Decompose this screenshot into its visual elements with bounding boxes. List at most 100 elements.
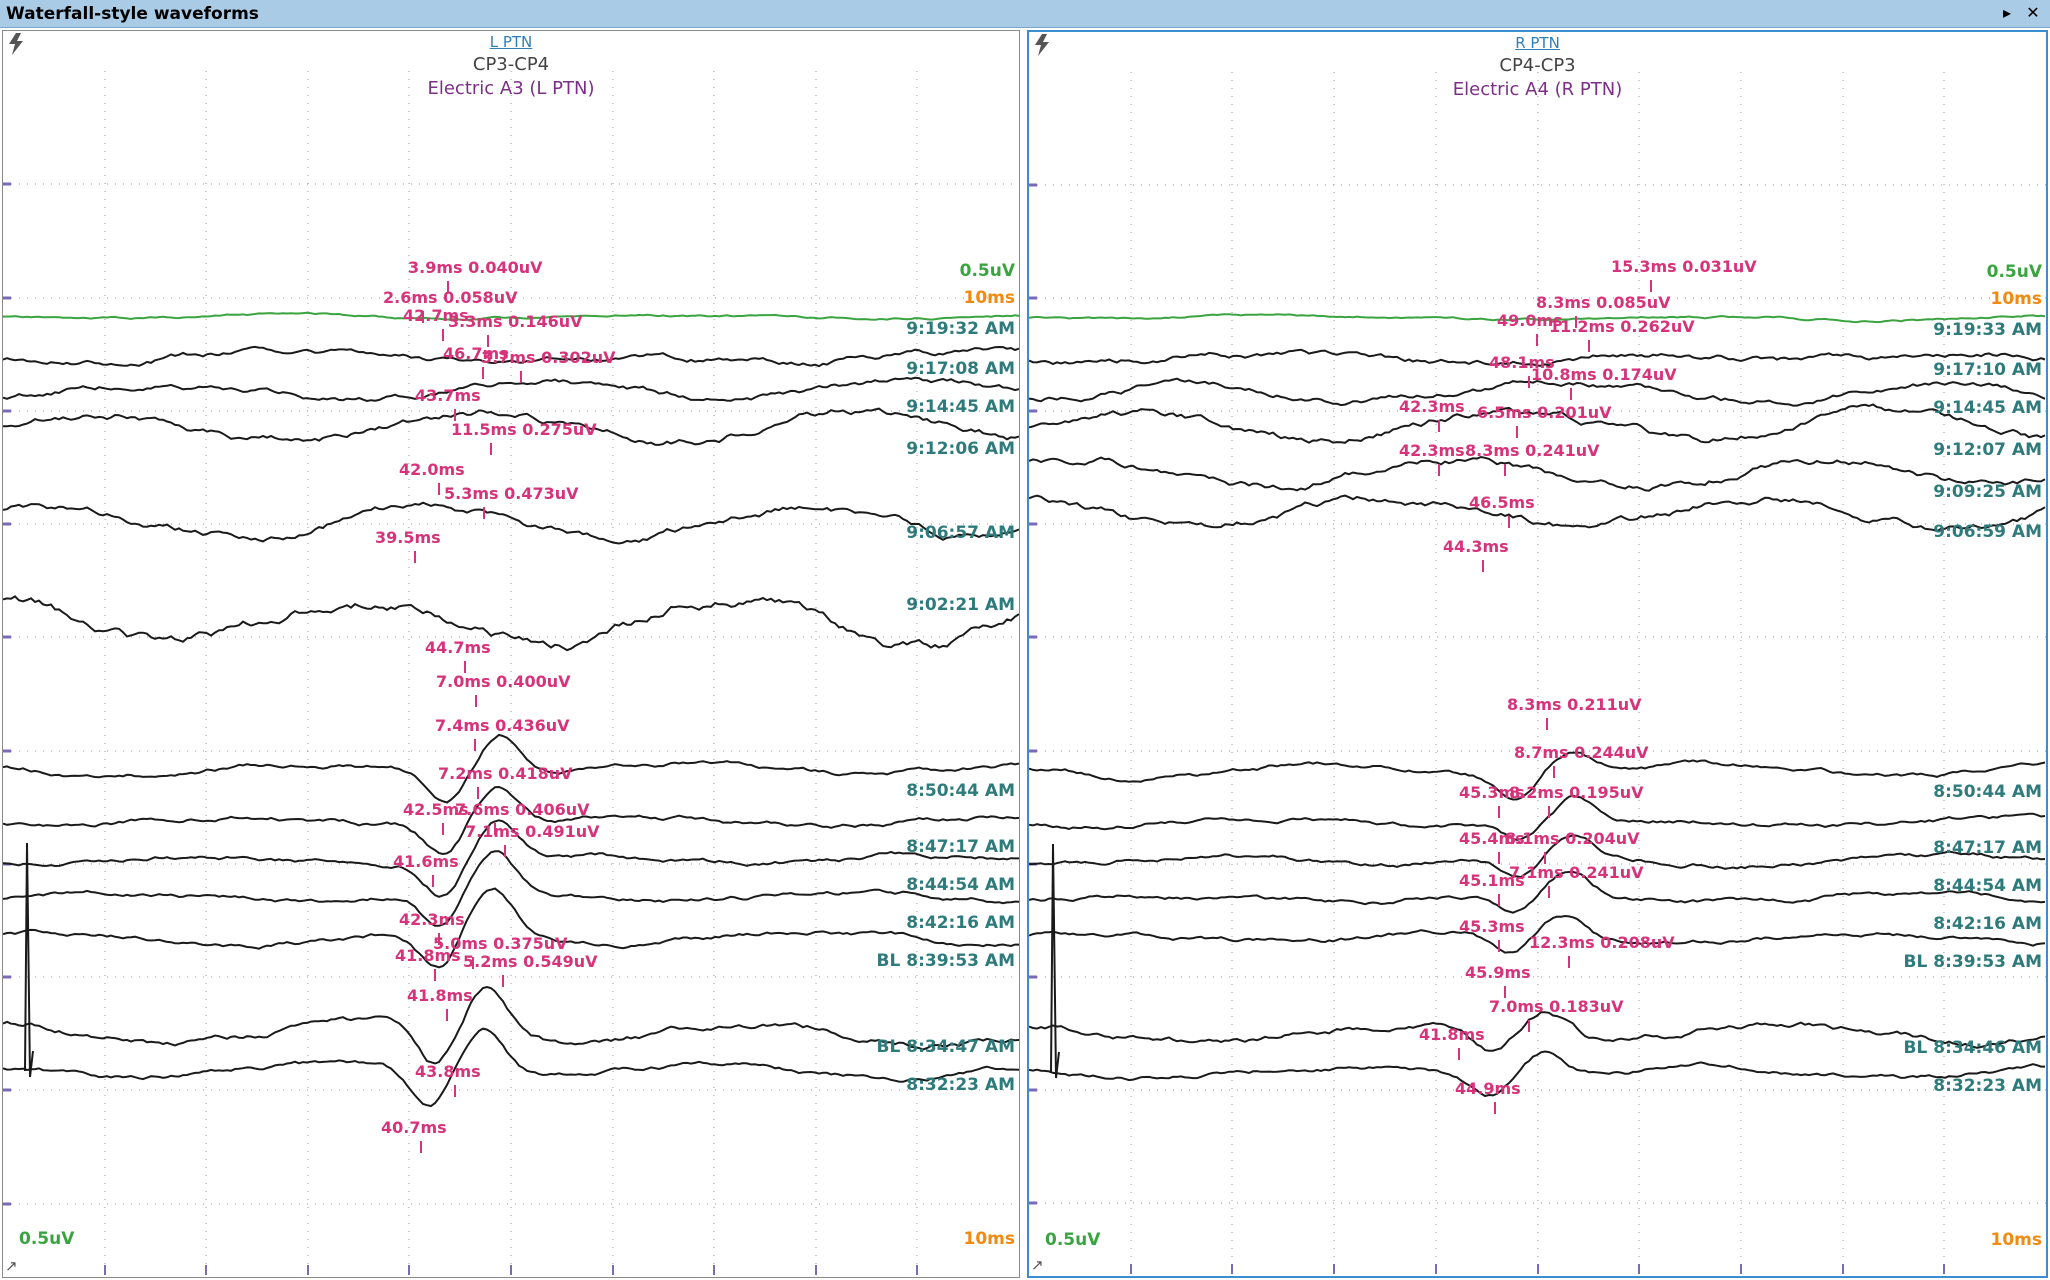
latency-marker[interactable]: 42.5ms <box>403 800 469 819</box>
trace-timestamp[interactable]: 8:42:16 AM <box>906 913 1015 933</box>
latency-marker[interactable]: 44.3ms <box>1443 537 1509 556</box>
trace-timestamp[interactable]: BL 8:39:53 AM <box>876 951 1015 971</box>
trace-timestamp[interactable]: 8:47:17 AM <box>1933 838 2042 858</box>
waveform-trace <box>1029 870 2046 914</box>
latency-amplitude-marker[interactable]: 5.2ms 0.549uV <box>463 952 598 971</box>
latency-amplitude-marker[interactable]: 10.8ms 0.174uV <box>1531 365 1677 384</box>
trace-timestamp[interactable]: BL 8:34:46 AM <box>1903 1038 2042 1058</box>
trace-timestamp[interactable]: 9:12:07 AM <box>1933 440 2042 460</box>
latency-amplitude-marker[interactable]: 8.2ms 0.195uV <box>1509 783 1644 802</box>
corner-marker: ↗ <box>1031 1256 1044 1274</box>
latency-marker[interactable]: 42.3ms <box>1399 397 1465 416</box>
latency-marker[interactable]: 45.1ms <box>1459 871 1525 890</box>
trace-timestamp[interactable]: 9:09:25 AM <box>1933 482 2042 502</box>
latency-amplitude-marker[interactable]: 3.9ms 0.040uV <box>408 258 543 277</box>
lightning-bolt-icon[interactable] <box>3 31 29 57</box>
latency-marker[interactable]: 45.4ms <box>1459 829 1525 848</box>
trace-timestamp[interactable]: 9:19:32 AM <box>906 319 1015 339</box>
latency-marker[interactable]: 46.5ms <box>1469 493 1535 512</box>
trace-timestamp[interactable]: 9:12:06 AM <box>906 439 1015 459</box>
volt-scale-label: 0.5uV <box>1045 1230 1101 1250</box>
trace-timestamp[interactable]: 9:17:10 AM <box>1933 360 2042 380</box>
trace-timestamp[interactable]: 9:17:08 AM <box>906 359 1015 379</box>
latency-amplitude-marker[interactable]: 11.5ms 0.275uV <box>451 420 597 439</box>
trace-timestamp[interactable]: 9:19:33 AM <box>1933 320 2042 340</box>
latency-marker[interactable]: 48.1ms <box>1489 353 1555 372</box>
latency-amplitude-marker[interactable]: 7.1ms 0.241uV <box>1509 863 1644 882</box>
volt-scale-label: 0.5uV <box>19 1229 75 1249</box>
waveform-trace <box>3 733 1019 804</box>
latency-marker[interactable]: 41.6ms <box>393 852 459 871</box>
latency-amplitude-marker[interactable]: 11.2ms 0.262uV <box>1549 317 1695 336</box>
trace-timestamp[interactable]: 8:32:23 AM <box>906 1075 1015 1095</box>
latency-amplitude-marker[interactable]: 8.7ms 0.244uV <box>1514 743 1649 762</box>
latency-amplitude-marker[interactable]: 5.0ms 0.375uV <box>433 934 568 953</box>
waveform-panel-left[interactable]: L PTN CP3-CP4 Electric A3 (L PTN) 0.5uV … <box>2 30 1020 1278</box>
latency-marker[interactable]: 46.7ms <box>443 344 509 363</box>
latency-marker[interactable]: 42.0ms <box>399 460 465 479</box>
latency-amplitude-marker[interactable]: 8.3ms 0.241uV <box>1465 441 1600 460</box>
trace-timestamp[interactable]: 9:06:57 AM <box>906 523 1015 543</box>
latency-marker[interactable]: 43.7ms <box>415 386 481 405</box>
trace-timestamp[interactable]: 8:32:23 AM <box>1933 1076 2042 1096</box>
latency-amplitude-marker[interactable]: 7.0ms 0.183uV <box>1489 997 1624 1016</box>
waveform-trace <box>3 407 1019 446</box>
waveform-trace <box>1029 348 2046 367</box>
latency-amplitude-marker[interactable]: 7.0ms 0.400uV <box>436 672 571 691</box>
latency-marker[interactable]: 42.3ms <box>1399 441 1465 460</box>
latency-marker[interactable]: 41.8ms <box>1419 1025 1485 1044</box>
trace-timestamp[interactable]: 8:50:44 AM <box>906 781 1015 801</box>
time-scale-label: 10ms <box>1990 289 2043 309</box>
waveform-trace <box>1029 1050 2045 1098</box>
latency-marker[interactable]: 41.8ms <box>395 946 461 965</box>
latency-amplitude-marker[interactable]: 7.1ms 0.491uV <box>465 822 600 841</box>
latency-amplitude-marker[interactable]: 3.3ms 0.146uV <box>448 312 583 331</box>
latency-amplitude-marker[interactable]: 5.3ms 0.473uV <box>444 484 579 503</box>
montage-label: CP4-CP3 <box>1499 55 1576 76</box>
latency-marker[interactable]: 42.7ms <box>403 306 469 325</box>
lightning-bolt-icon[interactable] <box>1029 32 1055 58</box>
trace-timestamp[interactable]: 8:44:54 AM <box>1933 876 2042 896</box>
latency-marker[interactable]: 44.9ms <box>1455 1079 1521 1098</box>
latency-marker[interactable]: 49.0ms <box>1497 311 1563 330</box>
chevron-right-icon[interactable]: ▸ <box>2002 3 2012 22</box>
trace-timestamp[interactable]: BL 8:39:53 AM <box>1903 952 2042 972</box>
trace-timestamp[interactable]: 8:47:17 AM <box>906 837 1015 857</box>
latency-marker[interactable]: 45.3ms <box>1459 917 1525 936</box>
latency-marker[interactable]: 40.7ms <box>381 1118 447 1137</box>
waveform-panel-right[interactable]: R PTN CP4-CP3 Electric A4 (R PTN) 0.5uV … <box>1027 30 2048 1278</box>
trace-timestamp[interactable]: BL 8:34:47 AM <box>876 1037 1015 1057</box>
time-scale-label: 10ms <box>963 288 1016 308</box>
latency-amplitude-marker[interactable]: 7.4ms 0.436uV <box>435 716 570 735</box>
latency-marker[interactable]: 45.9ms <box>1465 963 1531 982</box>
latency-amplitude-marker[interactable]: 6.5ms 0.201uV <box>1477 403 1612 422</box>
grid <box>3 71 1019 1275</box>
trace-timestamp[interactable]: 8:50:44 AM <box>1933 782 2042 802</box>
channel-link[interactable]: L PTN <box>489 33 533 51</box>
trace-timestamp[interactable]: 9:14:45 AM <box>906 397 1015 417</box>
latency-marker[interactable]: 41.8ms <box>407 986 473 1005</box>
trace-timestamp[interactable]: 8:44:54 AM <box>906 875 1015 895</box>
latency-amplitude-marker[interactable]: 8.3ms 0.211uV <box>1507 695 1642 714</box>
latency-amplitude-marker[interactable]: 15.3ms 0.031uV <box>1611 257 1757 276</box>
waveform-trace <box>3 1027 1019 1108</box>
latency-marker[interactable]: 43.8ms <box>415 1062 481 1081</box>
latency-amplitude-marker[interactable]: 8.1ms 0.204uV <box>1505 829 1640 848</box>
latency-amplitude-marker[interactable]: 7.2ms 0.418uV <box>438 764 573 783</box>
latency-amplitude-marker[interactable]: 8.3ms 0.085uV <box>1536 293 1671 312</box>
waveform-plot-right <box>1029 72 2046 1274</box>
trace-timestamp[interactable]: 9:02:21 AM <box>906 595 1015 615</box>
latency-amplitude-marker[interactable]: 2.6ms 0.058uV <box>383 288 518 307</box>
latency-amplitude-marker[interactable]: 7.6ms 0.406uV <box>455 800 590 819</box>
trace-timestamp[interactable]: 9:06:59 AM <box>1933 522 2042 542</box>
latency-marker[interactable]: 45.3ms <box>1459 783 1525 802</box>
close-icon[interactable]: ✕ <box>2026 3 2040 22</box>
latency-amplitude-marker[interactable]: 3.7ms 0.302uV <box>481 348 616 367</box>
trace-timestamp[interactable]: 8:42:16 AM <box>1933 914 2042 934</box>
latency-marker[interactable]: 39.5ms <box>375 528 441 547</box>
latency-marker[interactable]: 44.7ms <box>425 638 491 657</box>
latency-marker[interactable]: 42.3ms <box>399 910 465 929</box>
latency-amplitude-marker[interactable]: 12.3ms 0.208uV <box>1529 933 1675 952</box>
channel-link[interactable]: R PTN <box>1515 34 1560 52</box>
trace-timestamp[interactable]: 9:14:45 AM <box>1933 398 2042 418</box>
